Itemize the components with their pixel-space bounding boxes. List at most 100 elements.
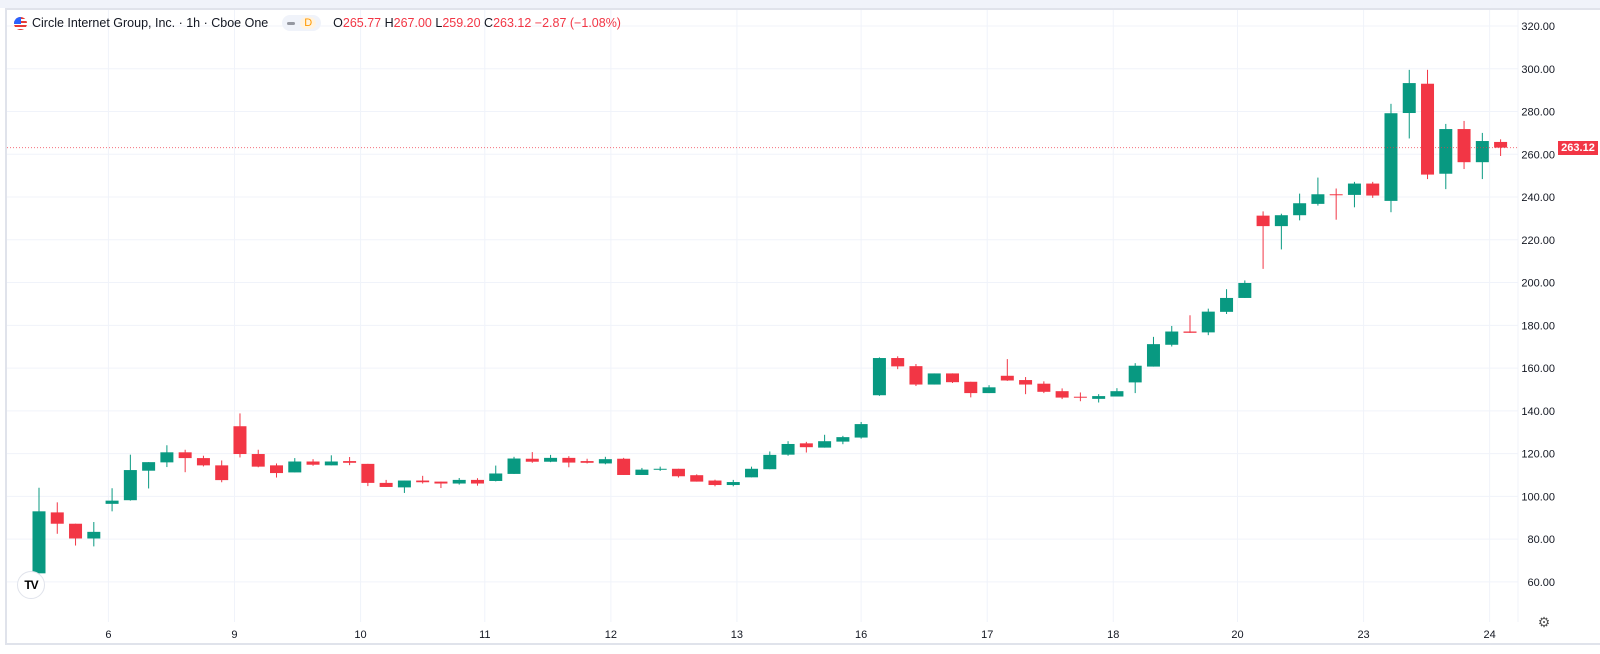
candle-body bbox=[1037, 383, 1051, 392]
candle bbox=[690, 474, 704, 482]
price-axis: 60.00 80.00 100.00 120.00 140.00 160.00 180.00… bbox=[1521, 21, 1555, 589]
candle-body bbox=[1402, 83, 1416, 114]
candle bbox=[416, 475, 430, 484]
candle bbox=[489, 465, 503, 482]
candle bbox=[1073, 392, 1087, 402]
candle bbox=[324, 455, 338, 466]
current-price-tag: 263.12 bbox=[1558, 140, 1598, 155]
candle-body bbox=[653, 468, 667, 470]
x-tick-label: 24 bbox=[1484, 629, 1496, 641]
candle-body bbox=[416, 480, 430, 483]
symbol-title[interactable]: Circle Internet Group, Inc. · 1h · Cboe … bbox=[32, 16, 269, 30]
candle-body bbox=[288, 461, 302, 473]
candle-body bbox=[946, 373, 959, 383]
candle bbox=[1256, 211, 1270, 269]
y-tick-label: 160.00 bbox=[1521, 363, 1555, 375]
candle-body bbox=[726, 482, 740, 486]
candle bbox=[1475, 132, 1489, 180]
candle-body bbox=[781, 443, 795, 455]
x-tick-label: 18 bbox=[1107, 629, 1119, 641]
y-tick-label: 300.00 bbox=[1521, 64, 1555, 76]
candle-body bbox=[872, 358, 886, 396]
candle bbox=[946, 373, 959, 384]
candle-body bbox=[818, 441, 832, 448]
candle-body bbox=[1238, 282, 1252, 298]
candle-body bbox=[379, 482, 393, 487]
tradingview-logo[interactable]: TV bbox=[17, 571, 45, 599]
candle bbox=[799, 441, 813, 453]
candle-body bbox=[434, 481, 448, 484]
candle-body bbox=[1384, 113, 1398, 201]
x-tick-label: 6 bbox=[105, 629, 111, 641]
candle-body bbox=[1000, 375, 1014, 381]
candle bbox=[434, 481, 448, 489]
candle bbox=[836, 435, 850, 445]
grid bbox=[7, 10, 1519, 622]
candle-body bbox=[562, 457, 576, 463]
candle bbox=[251, 449, 265, 468]
candle-body bbox=[50, 512, 64, 524]
candle bbox=[1128, 363, 1142, 394]
candle-body bbox=[1165, 331, 1179, 345]
candle bbox=[671, 468, 685, 478]
candle bbox=[580, 458, 594, 464]
candle bbox=[361, 463, 375, 487]
candle bbox=[1421, 69, 1435, 180]
candle-body bbox=[635, 469, 649, 475]
chart-frame bbox=[5, 8, 1600, 645]
candle bbox=[1329, 188, 1343, 220]
candle bbox=[745, 466, 759, 478]
candle-body bbox=[196, 458, 210, 466]
candle bbox=[288, 458, 302, 473]
candle bbox=[1347, 181, 1361, 208]
candle-body bbox=[452, 479, 466, 484]
candle-body bbox=[123, 470, 137, 501]
x-tick-label: 16 bbox=[855, 629, 867, 641]
candle bbox=[470, 478, 484, 486]
candle bbox=[927, 373, 941, 385]
candle bbox=[1494, 139, 1508, 156]
candle-body bbox=[891, 358, 905, 367]
candle-body bbox=[1055, 391, 1069, 398]
candle-body bbox=[1293, 203, 1307, 216]
candle-body bbox=[270, 465, 284, 474]
candle bbox=[160, 445, 174, 468]
candle-body bbox=[1201, 311, 1215, 333]
candle-body bbox=[544, 457, 558, 462]
candle-body bbox=[1439, 129, 1453, 174]
candle-body bbox=[964, 381, 978, 394]
candle bbox=[1146, 336, 1160, 367]
x-tick-label: 20 bbox=[1231, 629, 1243, 641]
candle-body bbox=[1073, 396, 1087, 398]
candle bbox=[50, 502, 64, 534]
interval-badge[interactable]: D bbox=[282, 15, 322, 31]
candle-body bbox=[361, 463, 375, 483]
candle bbox=[1366, 181, 1380, 198]
candle-body bbox=[690, 475, 704, 482]
symbol-legend[interactable]: Circle Internet Group, Inc. · 1h · Cboe … bbox=[14, 14, 621, 32]
candle-body bbox=[1274, 215, 1288, 227]
candle-body bbox=[1347, 183, 1361, 195]
candle bbox=[1384, 103, 1398, 213]
candle-body bbox=[1366, 183, 1380, 196]
candle bbox=[507, 456, 521, 474]
y-tick-label: 260.00 bbox=[1521, 149, 1555, 161]
candle-body bbox=[1311, 194, 1325, 204]
candle-body bbox=[1256, 215, 1270, 227]
candle-body bbox=[1457, 129, 1471, 163]
candle-body bbox=[580, 461, 594, 463]
candle-body bbox=[598, 459, 612, 464]
candle bbox=[452, 477, 466, 485]
candle-body bbox=[397, 480, 411, 488]
candle bbox=[123, 454, 137, 501]
candle bbox=[635, 467, 649, 475]
candle bbox=[544, 454, 558, 463]
gear-icon[interactable]: ⚙ bbox=[1537, 614, 1551, 630]
candle-body bbox=[1183, 331, 1197, 333]
candle bbox=[982, 385, 996, 394]
candle bbox=[909, 364, 923, 387]
us-flag-icon bbox=[14, 16, 27, 30]
y-tick-label: 280.00 bbox=[1521, 107, 1555, 119]
candles bbox=[32, 69, 1508, 574]
